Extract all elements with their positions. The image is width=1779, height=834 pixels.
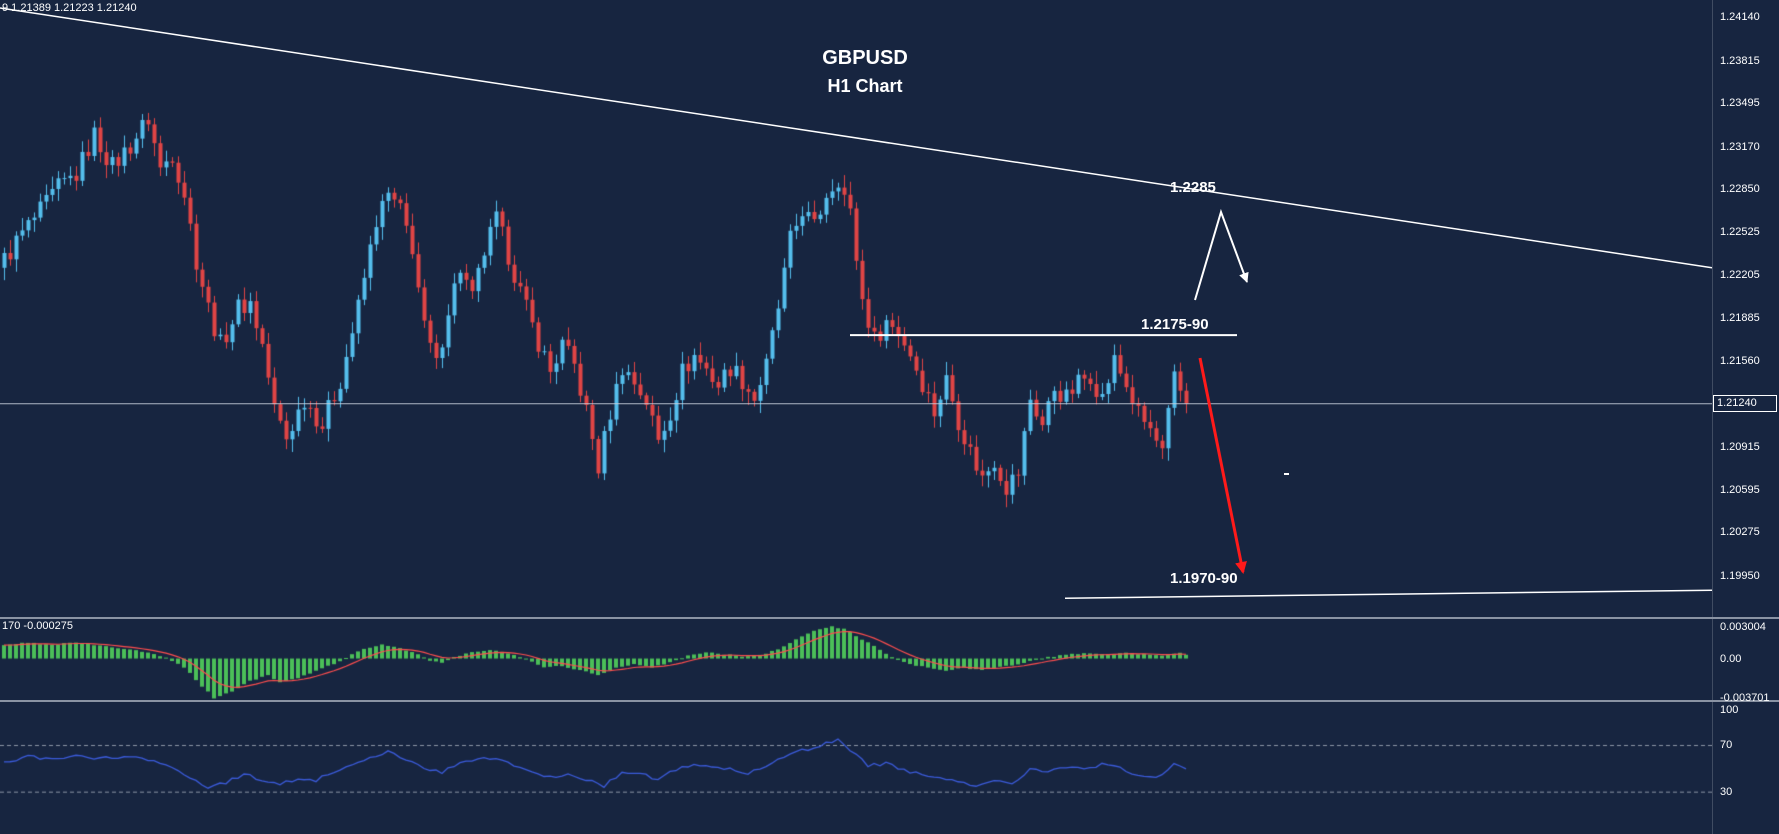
candlestick-chart[interactable] xyxy=(0,0,1712,617)
price-axis-label: 1.20275 xyxy=(1720,526,1760,539)
price-axis-divider xyxy=(1712,0,1713,834)
support-zone-label: 1.1970-90 xyxy=(1170,570,1238,587)
timeframe-label: H1 Chart xyxy=(827,76,903,96)
price-axis-label: 1.21885 xyxy=(1720,311,1760,324)
ohlc-quote-line: 9 1.21389 1.21223 1.21240 xyxy=(2,2,137,14)
price-axis-label: 1.23170 xyxy=(1720,140,1760,153)
descending-trendline[interactable] xyxy=(0,7,1712,269)
current-price-value: 1.21240 xyxy=(1717,397,1757,409)
symbol-label: GBPUSD xyxy=(822,47,908,69)
price-axis-label: 1.20595 xyxy=(1720,483,1760,496)
price-axis-label: 1.21560 xyxy=(1720,355,1760,368)
rsi-axis-label: 70 xyxy=(1720,739,1733,751)
price-axis-label: 1.22525 xyxy=(1720,226,1760,239)
panel-separator[interactable] xyxy=(0,617,1779,619)
rsi-indicator-panel[interactable] xyxy=(0,702,1712,834)
upper-level-label: 1.2285 xyxy=(1170,179,1216,196)
osma-axis-label: 0.00 xyxy=(1720,652,1742,665)
price-axis-label: 1.23495 xyxy=(1720,97,1760,110)
bearish-projection-arrow[interactable] xyxy=(1198,357,1247,574)
price-axis-label: 1.23815 xyxy=(1720,54,1760,67)
price-axis-label: 1.24140 xyxy=(1720,11,1760,24)
price-axis-label: 1.19950 xyxy=(1720,569,1760,582)
osma-axis-label: -0.003701 xyxy=(1720,691,1770,704)
price-axis-label: 1.20915 xyxy=(1720,440,1760,453)
price-axis-label: 1.22205 xyxy=(1720,269,1760,282)
panel-separator[interactable] xyxy=(0,700,1779,702)
resistance-zone-label: 1.2175-90 xyxy=(1141,316,1209,333)
rsi-axis-label: 100 xyxy=(1720,704,1739,716)
price-axis-label: 1.22850 xyxy=(1720,183,1760,196)
projection-bounce-arrow[interactable] xyxy=(1194,208,1249,301)
current-price-box: 1.21240 xyxy=(1713,395,1777,412)
osma-value-label: 170 -0.000275 xyxy=(2,620,73,632)
chart-title: GBPUSD H1 Chart xyxy=(740,46,990,97)
small-white-mark xyxy=(1284,473,1289,475)
support-line[interactable] xyxy=(1064,589,1712,599)
chart-annotations-overlay xyxy=(0,7,1712,599)
osma-indicator-panel[interactable] xyxy=(0,619,1712,700)
rsi-axis-label: 30 xyxy=(1720,785,1733,798)
osma-axis-label: 0.003004 xyxy=(1720,620,1766,633)
